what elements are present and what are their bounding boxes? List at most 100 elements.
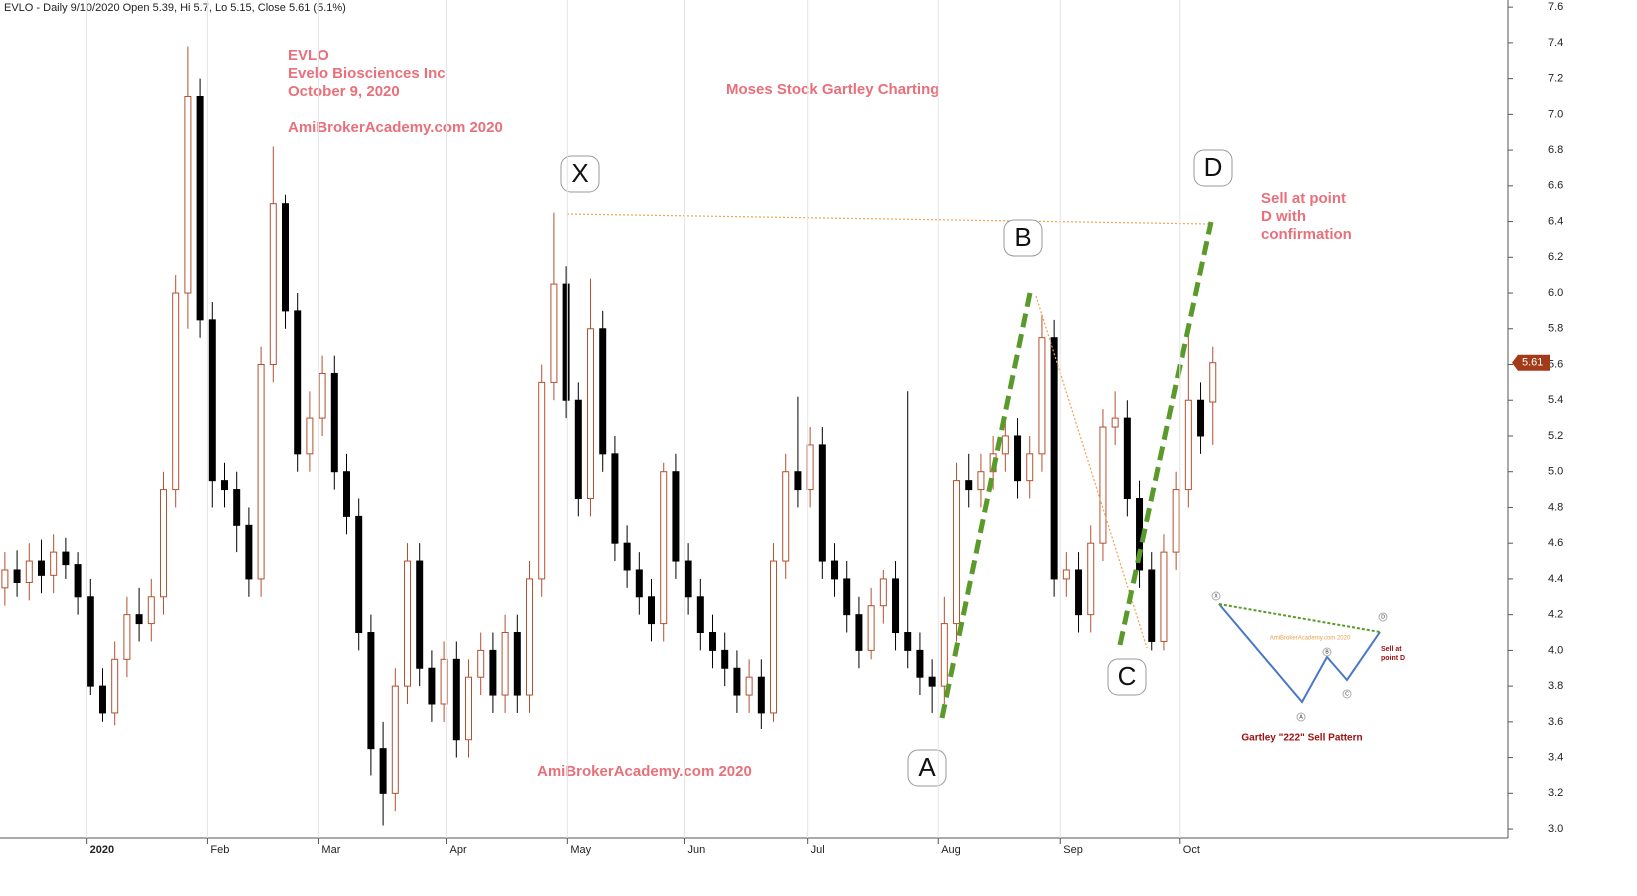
inset-sell: Sell at xyxy=(1381,646,1402,653)
candle-body xyxy=(489,649,497,696)
pattern: X A B C D xyxy=(560,149,1233,787)
y-tick-label: 4.8 xyxy=(1548,501,1563,513)
candle-body xyxy=(13,569,21,583)
candle-body xyxy=(684,560,692,598)
bc-line xyxy=(1035,295,1148,649)
candle-body xyxy=(220,480,228,491)
candle-body xyxy=(965,480,973,491)
candle-body xyxy=(37,560,45,576)
x-tick-label: Apr xyxy=(450,844,467,856)
candle-body xyxy=(135,614,143,625)
candle-body xyxy=(50,551,58,576)
candle-body xyxy=(208,319,216,482)
x-tick-label: Feb xyxy=(210,844,229,856)
headline: Moses Stock Gartley Charting xyxy=(726,81,939,98)
point-label: C xyxy=(1118,661,1137,691)
candle-body xyxy=(147,596,155,625)
candle-body xyxy=(1172,489,1180,553)
candle-body xyxy=(367,632,375,750)
inset-marker xyxy=(1378,612,1388,622)
y-tick-label: 7.2 xyxy=(1548,73,1563,85)
inset-label: A xyxy=(1299,714,1303,720)
y-tick-label: 4.0 xyxy=(1548,644,1563,656)
point-box xyxy=(1193,149,1233,187)
candle-body xyxy=(696,596,704,634)
candle-body xyxy=(709,632,717,651)
inset: X A B C D AmiBrokerAcademy.com 2020 Sell… xyxy=(1211,591,1405,744)
y-tick-label: 3.6 xyxy=(1548,716,1563,728)
candle-body xyxy=(513,632,521,696)
candle-body xyxy=(379,748,387,794)
candle-body xyxy=(62,551,70,566)
inset-label: B xyxy=(1325,649,1329,655)
candle-body xyxy=(672,471,680,562)
point-label: B xyxy=(1014,222,1031,252)
point-box xyxy=(560,155,600,193)
candle-body xyxy=(831,560,839,580)
candle-body xyxy=(953,480,961,625)
candle-body xyxy=(1026,453,1034,482)
x-tick-label: May xyxy=(570,844,591,856)
candle-body xyxy=(1184,399,1192,491)
y-tick-label: 6.6 xyxy=(1548,180,1563,192)
candle-body xyxy=(782,471,790,562)
inset-caption: Gartley "222" Sell Pattern xyxy=(1241,733,1362,744)
candle-body xyxy=(233,489,241,526)
y-tick-label: 6.0 xyxy=(1548,287,1563,299)
candle-body xyxy=(562,283,570,401)
point-label: A xyxy=(918,752,936,782)
candle-body xyxy=(855,614,863,651)
candle-body xyxy=(794,471,802,491)
candle-body xyxy=(416,560,424,669)
candle-body xyxy=(1,569,9,589)
candles xyxy=(1,46,1217,826)
candle-body xyxy=(587,328,595,500)
point-label: X xyxy=(571,158,588,188)
candle-body xyxy=(342,471,350,517)
y-tick-label: 4.6 xyxy=(1548,537,1563,549)
x-tick-label: Sep xyxy=(1063,844,1083,856)
candle-body xyxy=(1014,435,1022,482)
y-tick-label: 7.4 xyxy=(1548,37,1563,49)
y-tick-label: 5.8 xyxy=(1548,323,1563,335)
y-tick-label: 5.2 xyxy=(1548,430,1563,442)
y-tick-label: 6.4 xyxy=(1548,215,1563,227)
candle-body xyxy=(306,417,314,455)
candle-body xyxy=(391,685,399,794)
note-line: D with xyxy=(1261,208,1306,225)
candle-body xyxy=(501,632,509,696)
candle-body xyxy=(1087,542,1095,616)
candle-body xyxy=(269,203,277,366)
note-line: Sell at point xyxy=(1261,190,1346,207)
candle-body xyxy=(1209,362,1217,403)
candle-body xyxy=(574,399,582,500)
note-line: confirmation xyxy=(1261,226,1352,243)
x-tick-label: Jun xyxy=(687,844,705,856)
site-top: AmiBrokerAcademy.com 2020 xyxy=(288,119,503,136)
candle-body xyxy=(599,328,607,455)
candle-body xyxy=(745,676,753,696)
candle-body xyxy=(1038,337,1046,455)
candle-body xyxy=(977,471,985,491)
y-tick-label: 7.0 xyxy=(1548,108,1563,120)
candle-body xyxy=(159,489,167,598)
y-tick-label: 5.4 xyxy=(1548,394,1563,406)
candle-body xyxy=(879,578,887,607)
candle-body xyxy=(904,632,912,651)
inset-label: X xyxy=(1214,593,1218,599)
candle-body xyxy=(940,623,948,687)
candle-body xyxy=(428,667,436,705)
y-tick-label: 3.4 xyxy=(1548,752,1563,764)
chart-title: EVLO - Daily 9/10/2020 Open 5.39, Hi 5.7… xyxy=(4,2,346,14)
xd-line xyxy=(566,213,1211,225)
candle-body xyxy=(623,542,631,571)
x-tick-label: Jul xyxy=(811,844,825,856)
candle-body xyxy=(757,676,765,714)
y-tick-label: 6.8 xyxy=(1548,144,1563,156)
candle-body xyxy=(404,560,412,687)
candle-body xyxy=(928,676,936,687)
candle-body xyxy=(1148,569,1156,642)
candle-body xyxy=(1099,426,1107,544)
point-label: D xyxy=(1204,152,1223,182)
